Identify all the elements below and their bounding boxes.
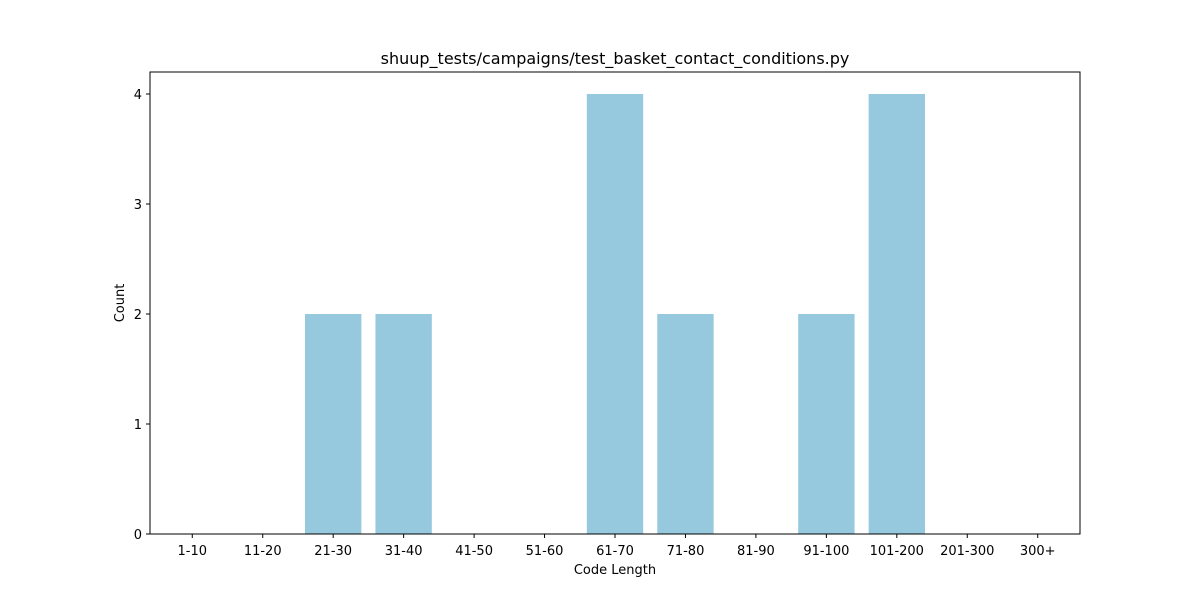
x-tick-label: 91-100 [803, 544, 849, 559]
x-tick-label: 1-10 [178, 544, 208, 559]
chart-title: shuup_tests/campaigns/test_basket_contac… [381, 49, 850, 69]
x-tick-label: 71-80 [667, 544, 705, 559]
y-tick-label: 4 [134, 88, 142, 103]
y-tick-label: 3 [134, 198, 142, 213]
x-tick-label: 41-50 [455, 544, 493, 559]
x-tick-label: 81-90 [737, 544, 775, 559]
bar-101-200 [868, 94, 925, 534]
bar-21-30 [305, 314, 362, 534]
y-axis-label: Count [113, 284, 128, 323]
y-tick-label: 2 [134, 308, 142, 323]
x-tick-label: 201-300 [940, 544, 994, 559]
y-tick-label: 0 [134, 528, 142, 543]
x-tick-label: 31-40 [385, 544, 423, 559]
x-tick-label: 101-200 [870, 544, 924, 559]
bar-31-40 [375, 314, 432, 534]
x-tick-label: 51-60 [526, 544, 564, 559]
x-tick-label: 300+ [1020, 544, 1056, 559]
x-axis: 1-10 11-20 21-30 31-40 41-50 51-60 61-70 71-80 8… [178, 534, 1056, 559]
bar-91-100 [798, 314, 855, 534]
plot-area [305, 94, 925, 534]
y-tick-label: 1 [134, 418, 142, 433]
bar-71-80 [657, 314, 714, 534]
bar-61-70 [586, 94, 644, 534]
x-tick-label: 61-70 [596, 544, 634, 559]
x-axis-label: Code Length [574, 563, 656, 578]
x-tick-label: 11-20 [244, 544, 282, 559]
y-axis: 0 1 2 3 4 [134, 88, 150, 543]
x-tick-label: 21-30 [314, 544, 352, 559]
